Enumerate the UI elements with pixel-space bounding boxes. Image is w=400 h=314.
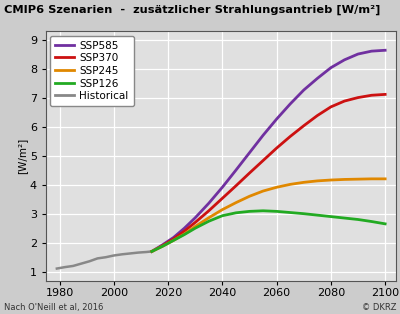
Text: Nach O'Neill et al, 2016: Nach O'Neill et al, 2016 (4, 303, 103, 312)
Text: © DKRZ: © DKRZ (362, 303, 396, 312)
Y-axis label: [W/m²]: [W/m²] (17, 138, 27, 174)
Text: CMIP6 Szenarien  -  zusätzlicher Strahlungsantrieb [W/m²]: CMIP6 Szenarien - zusätzlicher Strahlung… (4, 5, 380, 15)
Legend: SSP585, SSP370, SSP245, SSP126, Historical: SSP585, SSP370, SSP245, SSP126, Historic… (50, 35, 134, 106)
